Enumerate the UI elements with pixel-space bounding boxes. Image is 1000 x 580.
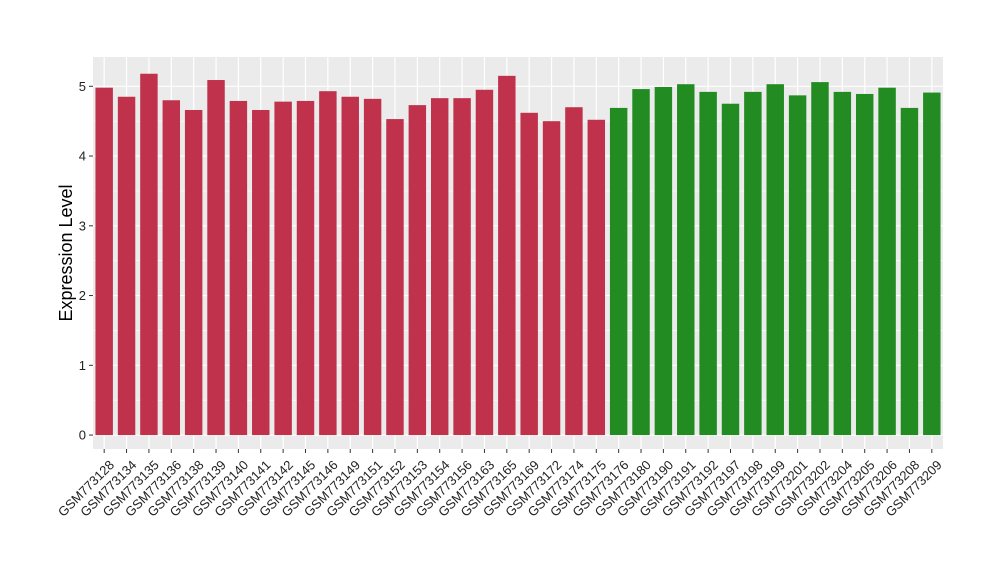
bar (542, 121, 561, 436)
bar (341, 96, 359, 436)
bar (632, 89, 650, 436)
bar (117, 96, 136, 436)
bar (609, 107, 628, 436)
y-tick-label: 5 (79, 79, 86, 94)
bar (296, 100, 315, 436)
bar (855, 93, 874, 436)
bar (677, 84, 695, 436)
y-tick-label: 2 (79, 288, 86, 303)
bar (788, 95, 807, 436)
bar (878, 87, 896, 436)
y-tick-label: 1 (79, 358, 86, 373)
y-tick-label: 4 (79, 149, 86, 164)
bar (811, 82, 829, 436)
bar (229, 100, 248, 436)
bar (475, 89, 494, 436)
bar (184, 110, 203, 436)
bar (900, 107, 919, 436)
bar (408, 105, 427, 436)
bar (587, 119, 606, 436)
bar (252, 110, 270, 436)
bar (654, 86, 673, 436)
bar (699, 91, 717, 436)
bar (923, 92, 941, 436)
bar (744, 91, 762, 436)
bars (95, 73, 941, 436)
bar (565, 107, 583, 436)
bar (430, 98, 449, 436)
bar (520, 112, 538, 436)
bar (766, 84, 784, 436)
bar (319, 91, 337, 436)
x-axis: GSM773128GSM773134GSM773135GSM773136GSM7… (55, 449, 945, 520)
bar (833, 91, 852, 436)
bar (207, 80, 225, 436)
bar (140, 73, 158, 436)
bar (162, 100, 181, 436)
bar (453, 98, 471, 436)
y-tick-label: 3 (79, 218, 86, 233)
y-axis: 0 1 2 3 4 5 (79, 79, 93, 443)
bar (721, 103, 740, 436)
y-tick-label: 0 (79, 428, 86, 443)
y-axis-label: Expression Level (56, 184, 76, 321)
bar (498, 75, 516, 436)
bar (363, 98, 382, 436)
bar (95, 87, 113, 436)
bar (274, 101, 292, 436)
bar (386, 119, 404, 436)
